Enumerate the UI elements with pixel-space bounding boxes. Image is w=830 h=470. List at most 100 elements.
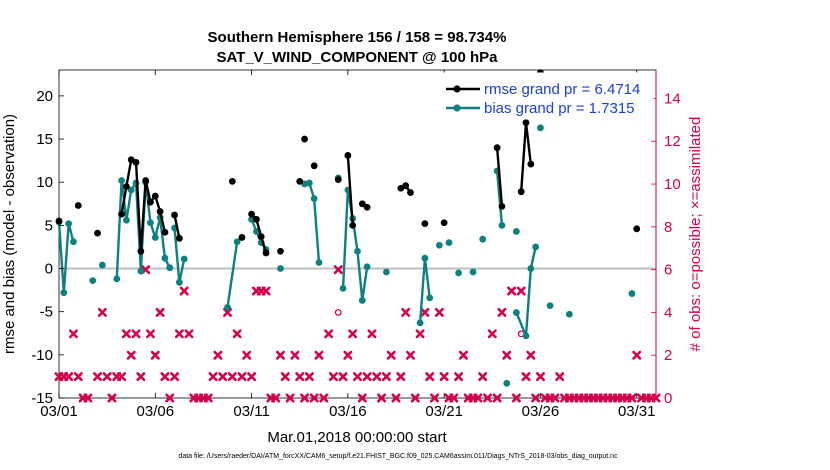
obs-assimilated-marker [458, 350, 468, 360]
x-tick-label: 03/26 [522, 403, 560, 420]
obs-assimilated-marker [174, 329, 184, 339]
axes: 03/01 03/06 03/11 03/16 03/21 03/26 03/31 -15 -1… [31, 70, 681, 420]
rmse-point [498, 202, 506, 210]
obs-assimilated-marker [295, 372, 305, 382]
obs-assimilated-marker [415, 329, 425, 339]
obs-assimilated-marker [386, 350, 396, 360]
bias-point [455, 269, 463, 277]
legend-rmse-label: rmse grand pr = 6.4714 [484, 81, 640, 98]
x-tick-label: 03/06 [137, 403, 175, 420]
bias-point [127, 186, 135, 194]
y2-tick-label: 10 [664, 176, 681, 193]
rmse-point [252, 215, 260, 223]
y-tick-label: 5 [45, 217, 53, 234]
obs-assimilated-marker [381, 372, 391, 382]
bias-point [175, 278, 183, 286]
bias-point [151, 234, 159, 241]
bias-point [339, 284, 347, 292]
obs-assimilated-marker [93, 372, 103, 382]
obs-assimilated-marker [271, 393, 281, 403]
bias-point [354, 247, 361, 255]
bias-point [628, 290, 636, 297]
rmse-point [161, 228, 169, 236]
y2-tick-label: 8 [664, 219, 672, 236]
plot-area [58, 69, 657, 399]
obs-assimilated-marker [492, 393, 502, 403]
obs-assimilated-marker [309, 393, 319, 403]
bias-point [421, 254, 429, 262]
obs-assimilated-marker [117, 372, 127, 382]
bias-point [147, 219, 154, 227]
bias-point [89, 277, 97, 285]
obs-assimilated-marker [396, 372, 406, 382]
y-tick-label: 0 [45, 261, 53, 278]
obs-assimilated-marker [434, 307, 444, 317]
legend-rmse-marker [453, 85, 461, 93]
bias-point [503, 379, 511, 387]
x-tick-label: 03/21 [425, 403, 463, 420]
bias-point [113, 275, 121, 283]
obs-assimilated-marker [102, 372, 112, 382]
y-tick-label: 15 [36, 131, 53, 148]
obs-assimilated-marker [126, 350, 136, 360]
rmse-point [402, 182, 410, 190]
obs-assimilated-marker [526, 350, 536, 360]
rmse-point [334, 176, 342, 184]
bias-point [512, 309, 520, 316]
bias-point [479, 235, 487, 243]
obs-assimilated-marker [131, 329, 141, 339]
obs-assimilated-marker [439, 372, 449, 382]
bias-point [565, 310, 573, 318]
y2-tick-label: 4 [664, 304, 672, 321]
obs-assimilated-marker [83, 393, 93, 403]
obs-assimilated-marker [304, 372, 314, 382]
bias-line-segment [226, 241, 239, 308]
rmse-line-segment [250, 213, 268, 254]
y-axis-right-label: # of obs: o=possible; ×=assimilated [687, 117, 704, 352]
legend: rmse grand pr = 6.4714 bias grand pr = 1… [440, 72, 654, 120]
obs-assimilated-marker [179, 286, 189, 296]
obs-assimilated-marker [208, 372, 218, 382]
bias-point [180, 255, 188, 263]
obs-assimilated-marker [487, 329, 497, 339]
rmse-line-segment [346, 155, 354, 226]
rmse-point [156, 208, 164, 215]
rmse-point [132, 158, 140, 166]
obs-assimilated-marker [449, 393, 459, 403]
obs-assimilated-marker [275, 350, 285, 360]
legend-bias-label: bias grand pr = 1.7315 [484, 100, 635, 117]
rmse-point [277, 247, 284, 255]
obs-assimilated-marker [97, 307, 107, 317]
obs-assimilated-marker [516, 286, 526, 296]
obs-assimilated-marker [343, 350, 353, 360]
bias-point [118, 177, 125, 184]
rmse-point [310, 162, 318, 170]
obs-assimilated-marker [64, 372, 74, 382]
obs-assimilated-marker [627, 393, 637, 403]
obs-assimilated-marker [328, 372, 338, 382]
bias-point [123, 216, 130, 224]
obs-assimilated-marker [377, 393, 387, 403]
obs-assimilated-marker [242, 350, 252, 360]
rmse-point [123, 183, 130, 190]
obs-possible-marker [334, 308, 342, 316]
y-axis-label: rmse and bias (model - observation) [1, 114, 18, 354]
obs-assimilated-marker [285, 393, 295, 403]
obs-assimilated-marker [550, 393, 560, 403]
bias-point [65, 220, 73, 228]
obs-assimilated-marker [357, 393, 367, 403]
obs-assimilated-marker [155, 307, 165, 317]
bias-point [224, 303, 231, 311]
bias-point [537, 124, 544, 132]
bias-point [137, 267, 145, 275]
y2-tick-label: 6 [664, 262, 672, 279]
y-tick-label: -10 [31, 347, 53, 364]
bias-point [310, 195, 318, 203]
obs-assimilated-marker [502, 350, 512, 360]
bias-point [60, 289, 68, 297]
data-file-footnote: data file: /Users/raeder/DAI/ATM_forcXX/… [178, 453, 618, 460]
obs-assimilated-marker [372, 372, 382, 382]
obs-assimilated-marker [319, 393, 329, 403]
rmse-point [344, 152, 352, 159]
